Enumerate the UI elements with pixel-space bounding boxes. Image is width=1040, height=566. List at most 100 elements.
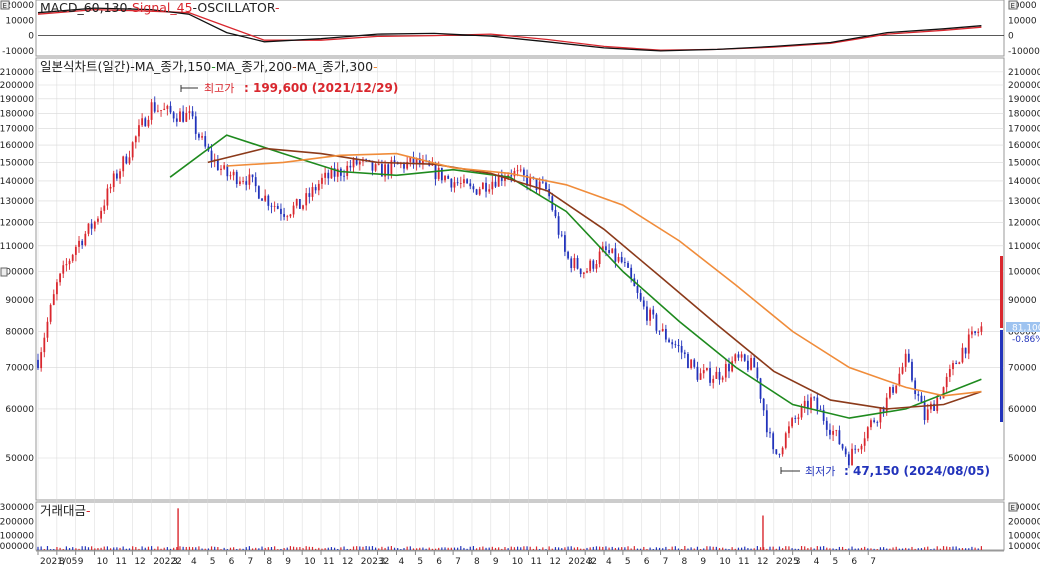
candle-body	[295, 199, 298, 206]
low-value: : 47,150 (2024/08/05)	[844, 464, 990, 478]
candle-body	[204, 136, 207, 147]
candle-body	[286, 216, 289, 218]
price-legend: 일본식차트(일간)-MA_종가,150-MA_종가,200-MA_종가,300-	[40, 59, 378, 74]
svg-text:E: E	[1011, 2, 1015, 10]
candle-body	[377, 164, 380, 165]
candle-body	[904, 353, 907, 367]
price-tick-label-right: 60000	[1008, 405, 1037, 415]
candle-body	[955, 363, 958, 364]
ma200-label: MA_종가,200	[216, 59, 292, 74]
price-tick-label-left: 100000	[0, 268, 34, 278]
volume-tick-label-right: 300000	[1008, 503, 1040, 513]
candle-body	[172, 112, 175, 119]
volume-tick-label-left: 100000	[0, 532, 34, 542]
price-tick-label-left: 160000	[0, 141, 34, 151]
candle-body	[261, 198, 263, 201]
x-tick-label: 4	[814, 557, 820, 566]
candle-body	[892, 387, 894, 393]
candle-body	[945, 376, 948, 388]
x-tick-label: 11	[531, 557, 542, 566]
candle-body	[403, 163, 405, 169]
price-tick-label-left: 200000	[0, 81, 34, 91]
candle-body	[406, 161, 409, 169]
candle-body	[838, 430, 841, 445]
candle-body	[595, 263, 598, 269]
candle-body	[696, 366, 699, 380]
candle-body	[387, 164, 390, 175]
candle-body	[125, 156, 128, 164]
candle-body	[352, 158, 355, 168]
candle-body	[74, 246, 77, 255]
candle-body	[330, 168, 333, 179]
candle-body	[832, 431, 835, 435]
candle-body	[860, 445, 863, 450]
candle-body	[822, 409, 825, 421]
candle-body	[119, 171, 121, 179]
price-tick-label-right: 180000	[1008, 109, 1040, 119]
candle-body	[264, 195, 267, 201]
candle-body	[743, 354, 746, 361]
x-tick-label: 8	[266, 557, 272, 566]
candle-body	[381, 164, 383, 177]
candle-body	[349, 165, 352, 168]
candle-body	[422, 160, 424, 165]
candle-body	[478, 189, 481, 195]
candle-body	[327, 172, 330, 179]
candle-body	[251, 174, 254, 178]
candle-body	[781, 447, 784, 455]
candle-body	[106, 188, 109, 206]
candle-body	[756, 367, 759, 379]
volume-bars	[37, 508, 982, 550]
volume-panel-icon-right[interactable]: E	[1008, 502, 1018, 512]
svg-text:E: E	[3, 2, 7, 10]
candle-body	[806, 400, 809, 409]
price-tick-label-right: 200000	[1008, 81, 1040, 91]
candle-body	[324, 172, 327, 178]
candle-body	[317, 183, 320, 191]
candle-body	[623, 262, 626, 263]
candle-body	[649, 309, 652, 321]
volume-sep: -	[86, 503, 91, 518]
macd-panel-icon[interactable]: E	[0, 0, 10, 10]
candle-body	[147, 119, 150, 127]
candle-body	[62, 265, 65, 274]
x-tick-label: 3	[795, 557, 801, 566]
price-tick-label-left: 50000	[5, 454, 34, 464]
price-panel-icon-left[interactable]	[0, 267, 8, 277]
candle-body	[560, 234, 563, 236]
price-tick-label-left: 110000	[0, 242, 34, 252]
candle-body	[447, 175, 450, 179]
candle-body	[185, 112, 188, 122]
candle-body	[194, 116, 197, 134]
candle-body	[974, 331, 976, 333]
macd-tick-label-left: -10000	[2, 47, 34, 57]
candle-body	[784, 433, 787, 448]
x-tick-label: 5	[832, 557, 838, 566]
candle-body	[112, 173, 115, 188]
candle-body	[298, 199, 301, 209]
candle-body	[917, 394, 920, 396]
candle-body	[554, 210, 557, 217]
macd-panel-icon-right[interactable]: E	[1008, 0, 1018, 10]
price-sep-3: -	[292, 59, 297, 74]
candle-body	[636, 286, 639, 293]
price-tick-label-left: 150000	[0, 158, 34, 168]
candle-body	[942, 387, 945, 399]
ma300-label: MA_종가,300	[297, 59, 373, 74]
price-tick-label-left: 70000	[5, 363, 34, 373]
candle-body	[97, 218, 99, 222]
x-tick-label: 10	[97, 557, 109, 566]
candle-body	[772, 433, 775, 450]
candle-body	[835, 430, 838, 432]
current-change: -0.86%	[1012, 335, 1040, 345]
candle-body	[182, 111, 185, 122]
candle-body	[519, 169, 522, 171]
candle-body	[933, 403, 935, 411]
candle-body	[475, 189, 478, 195]
candle-body	[242, 181, 244, 183]
candle-body	[810, 397, 812, 409]
price-tick-label-right: 170000	[1008, 125, 1040, 135]
candle-body	[573, 258, 576, 269]
candle-body	[390, 160, 393, 175]
